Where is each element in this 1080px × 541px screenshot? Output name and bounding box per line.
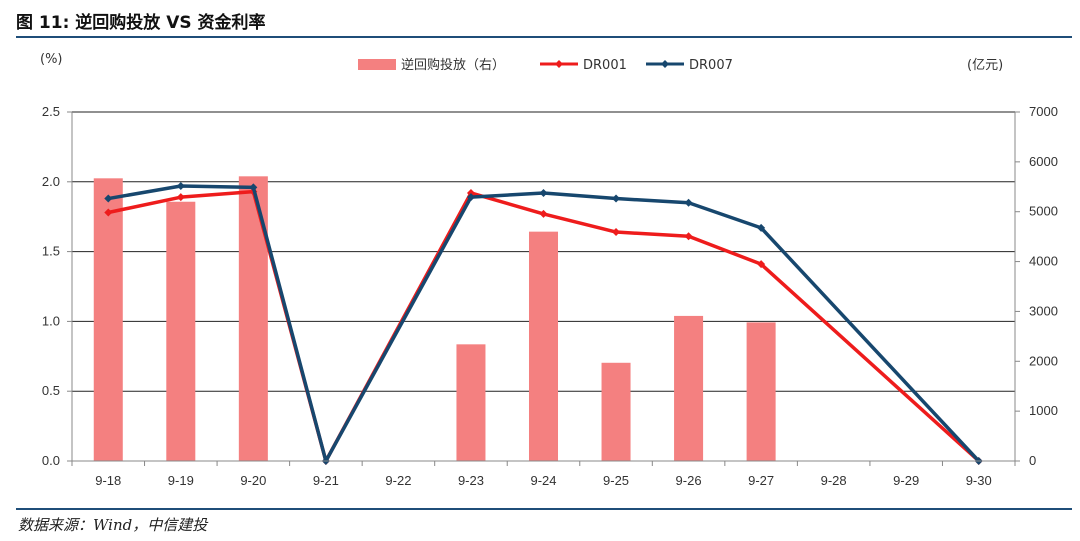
x-axis-tick-label: 9-22 <box>385 473 411 488</box>
left-axis-tick-label: 0.5 <box>42 383 60 398</box>
x-axis-tick-label: 9-19 <box>168 473 194 488</box>
source-note: 数据来源：Wind，中信建投 <box>18 516 208 534</box>
left-axis-tick-label: 0.0 <box>42 453 60 468</box>
legend-label: DR001 <box>583 58 627 73</box>
right-axis-tick-label: 4000 <box>1029 254 1058 269</box>
data-point <box>684 232 693 241</box>
bar <box>601 362 631 461</box>
right-axis-unit: (亿元) <box>967 58 1003 73</box>
bar <box>528 231 559 461</box>
right-axis-tick-label: 2000 <box>1029 353 1058 368</box>
data-point <box>757 260 766 269</box>
left-axis-tick-label: 2.5 <box>42 104 60 119</box>
data-point <box>539 188 548 197</box>
right-axis-tick-label: 1000 <box>1029 403 1058 418</box>
axes: 0.0 0.5 1.0 1.5 2.0 2.5 0 1000 2000 3000 4000 5000 6… <box>42 104 1058 488</box>
legend-swatch <box>358 59 396 70</box>
right-axis-tick-label: 7000 <box>1029 104 1058 119</box>
legend-marker <box>661 60 669 68</box>
data-point <box>612 194 621 203</box>
x-axis-tick-label: 9-27 <box>748 473 774 488</box>
right-axis-tick-label: 3000 <box>1029 303 1058 318</box>
data-point <box>612 228 621 237</box>
left-axis-tick-label: 1.0 <box>42 313 60 328</box>
x-axis-tick-label: 9-18 <box>95 473 121 488</box>
x-axis-tick-label: 9-24 <box>530 473 556 488</box>
right-axis-tick-label: 6000 <box>1029 154 1058 169</box>
legend-label: 逆回购投放（右） <box>401 57 505 73</box>
left-axis-unit: (%) <box>40 52 63 67</box>
right-axis-tick-label: 0 <box>1029 453 1036 468</box>
x-axis-tick-label: 9-26 <box>676 473 702 488</box>
chart-title: 图 11: 逆回购投放 VS 资金利率 <box>16 13 266 33</box>
x-axis-tick-label: 9-30 <box>966 473 992 488</box>
bar <box>93 178 123 461</box>
x-axis-tick-label: 9-25 <box>603 473 629 488</box>
legend-label: DR007 <box>689 58 733 73</box>
title-divider <box>16 36 1072 38</box>
bar-series <box>93 176 776 461</box>
left-axis-tick-label: 2.0 <box>42 174 60 189</box>
data-point <box>104 208 113 217</box>
left-axis-tick-label: 1.5 <box>42 244 60 259</box>
data-point <box>176 193 185 202</box>
bar <box>746 322 776 461</box>
x-axis-tick-label: 9-28 <box>821 473 847 488</box>
data-point <box>104 194 113 203</box>
x-axis-tick-label: 9-20 <box>240 473 266 488</box>
data-point <box>466 188 475 197</box>
right-axis-tick-label: 5000 <box>1029 204 1058 219</box>
bar <box>674 315 704 461</box>
data-point <box>249 183 258 192</box>
data-point <box>684 198 693 207</box>
data-point <box>539 209 548 218</box>
x-axis-tick-label: 9-23 <box>458 473 484 488</box>
x-axis-tick-label: 9-29 <box>893 473 919 488</box>
footer-divider <box>16 508 1072 510</box>
data-point <box>466 193 475 202</box>
x-axis-tick-label: 9-21 <box>313 473 339 488</box>
bar <box>166 201 196 461</box>
data-point <box>176 181 185 190</box>
bar <box>456 344 486 461</box>
legend: 逆回购投放（右） DR001 DR007 <box>358 57 733 73</box>
line-series <box>104 181 983 465</box>
legend-marker <box>555 60 563 68</box>
series-line <box>107 184 981 463</box>
series-line <box>107 189 980 463</box>
data-point <box>757 223 766 232</box>
